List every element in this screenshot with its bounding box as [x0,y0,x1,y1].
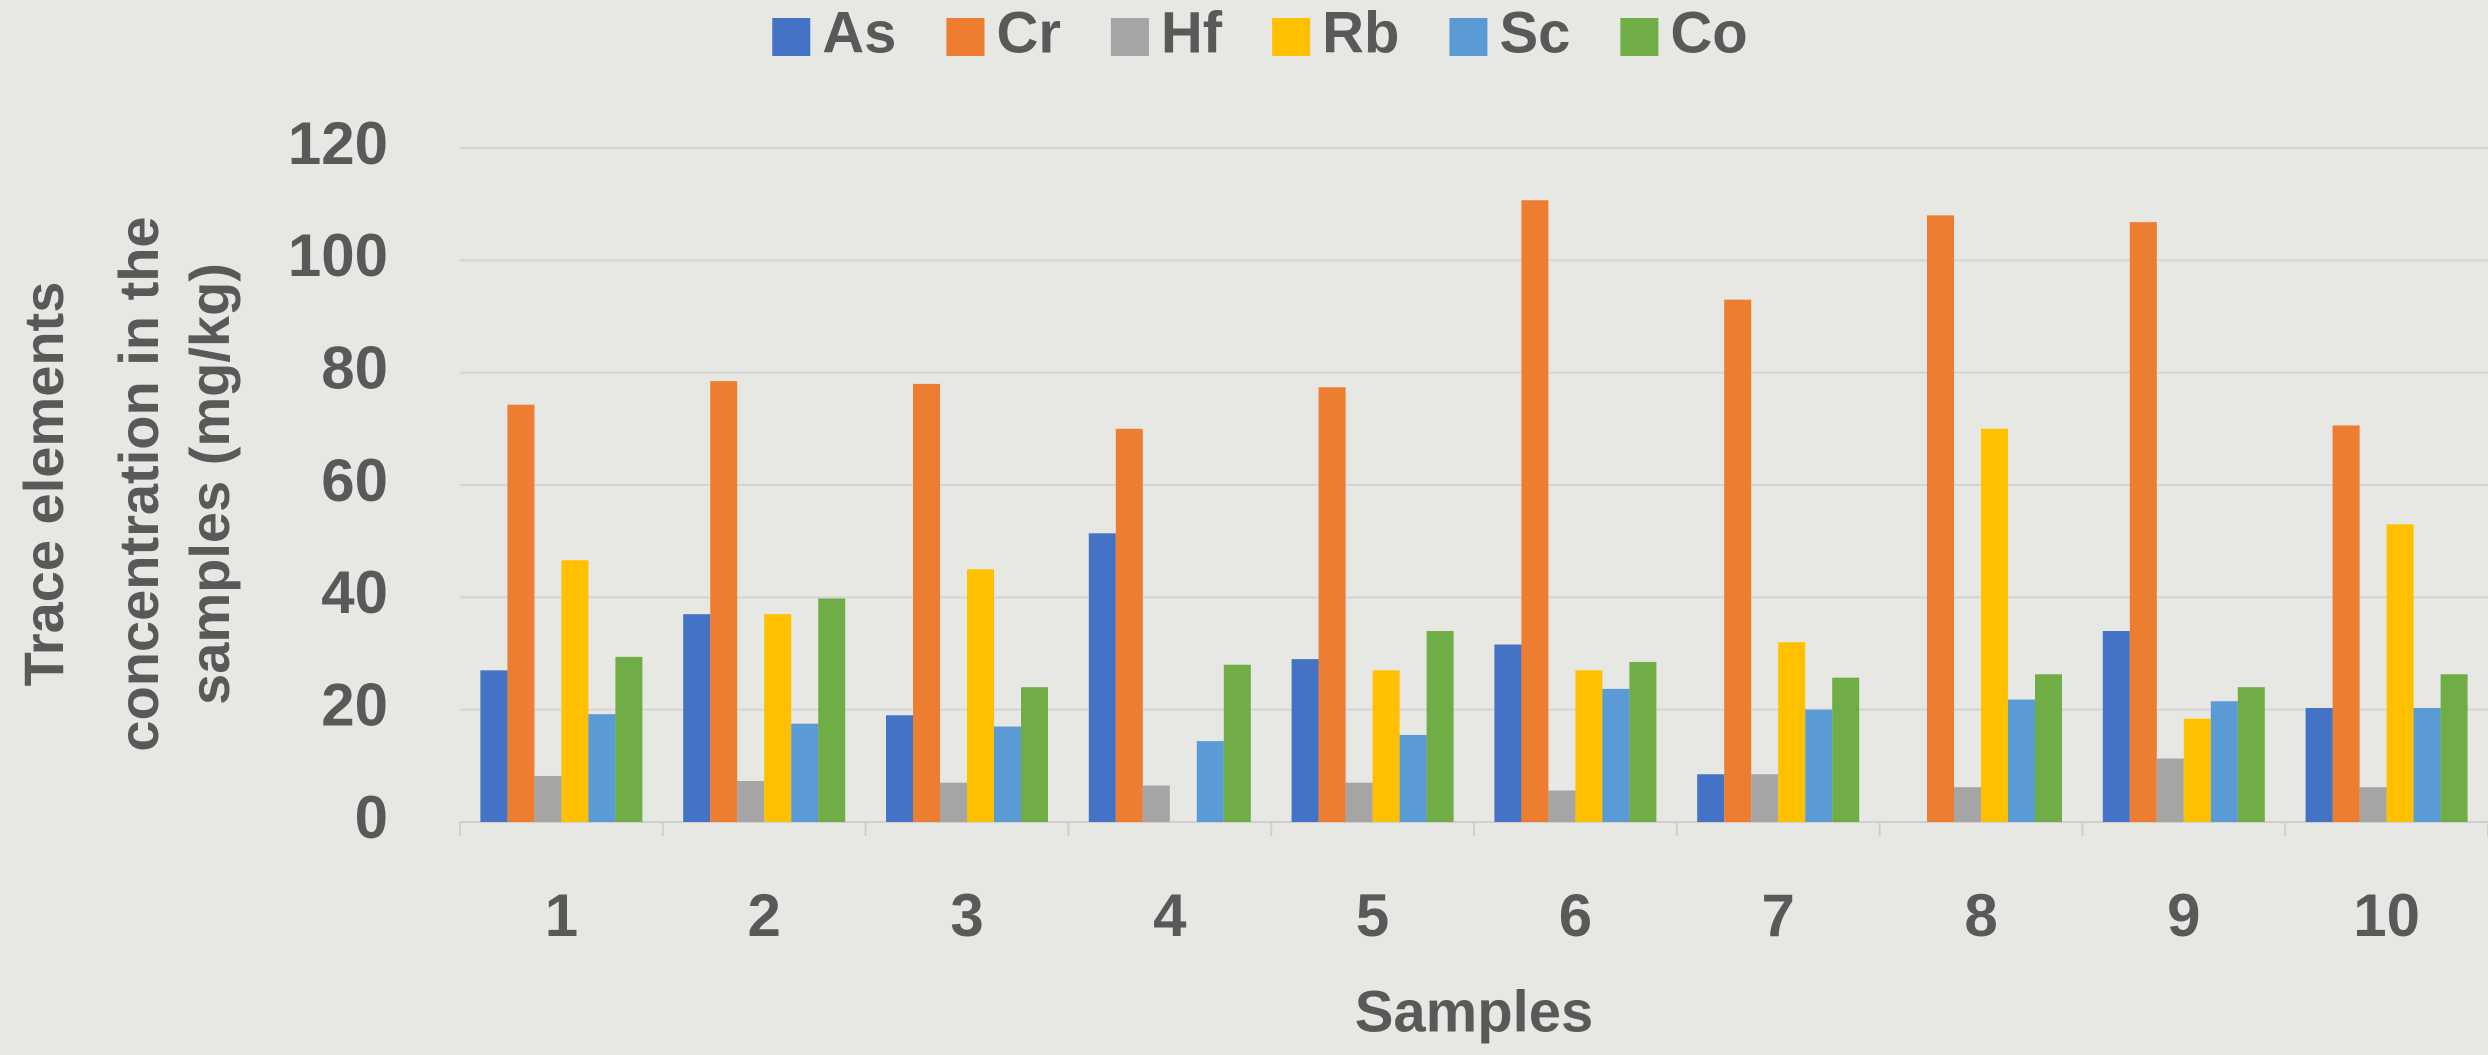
legend-swatch [1449,18,1487,56]
bar [1292,659,1319,822]
bar [1751,774,1778,822]
bar [967,569,994,822]
legend-label: Co [1670,0,1747,65]
chart: Trace elements concentration in the samp… [0,0,2488,1055]
bar [1143,785,1170,822]
bar [2333,425,2360,822]
bar [1805,710,1832,822]
bar [2360,787,2387,822]
bar [1089,533,1116,822]
y-tick-label: 80 [321,335,388,402]
bar [2414,708,2441,822]
bar [1224,665,1251,822]
y-tick-label: 40 [321,559,388,626]
bar [1832,678,1859,822]
bar [507,405,534,822]
bar [913,384,940,822]
bar [1778,642,1805,822]
bar [2238,687,2265,822]
x-tick-label: 7 [1762,882,1795,949]
y-tick-label: 0 [355,784,388,851]
bar [2441,674,2468,822]
bar [818,598,845,822]
legend-label: As [822,0,896,65]
x-tick-label: 10 [2353,882,2420,949]
bar [561,560,588,822]
y-tick-label: 20 [321,672,388,739]
bar [1319,387,1346,822]
x-tick-label: 2 [748,882,781,949]
bar [1427,631,1454,822]
x-tick-label: 3 [950,882,983,949]
bar [1927,215,1954,822]
bar [1494,645,1521,822]
x-tick-label: 6 [1559,882,1592,949]
bar [2035,674,2062,822]
bar [994,727,1021,822]
legend-swatch [772,18,810,56]
x-tick-label: 5 [1356,882,1389,949]
y-tick-label: 60 [321,447,388,514]
bar [1954,787,1981,822]
x-tick-label: 1 [545,882,578,949]
legend-swatch [1111,18,1149,56]
legend-label: Cr [996,0,1060,65]
bar [2008,700,2035,822]
bar [683,614,710,822]
bar [1575,670,1602,822]
bar [1373,670,1400,822]
legend-label: Hf [1161,0,1223,65]
legend-label: Sc [1499,0,1570,65]
legend-swatch [946,18,984,56]
bar [1021,687,1048,822]
bar [1116,429,1143,822]
legend-swatch [1272,18,1310,56]
bar [764,614,791,822]
bar [2184,719,2211,822]
bar [1697,774,1724,822]
legend-label: Rb [1322,0,1399,65]
bar [2306,708,2333,822]
x-tick-label: 4 [1153,882,1187,949]
bar [615,657,642,822]
bar [588,714,615,822]
bar [1346,783,1373,822]
legend-swatch [1620,18,1658,56]
bar [1548,791,1575,822]
bar [1602,689,1629,822]
bar [480,670,507,822]
bar [710,381,737,822]
y-axis-title: Trace elements [12,282,75,687]
bar [886,715,913,822]
y-axis-title: concentration in the [107,216,170,751]
bar [534,776,561,822]
bar [1629,662,1656,822]
y-tick-label: 120 [288,110,388,177]
y-axis-title: samples (mg/kg) [178,263,241,705]
bar [2157,759,2184,822]
bar [2130,222,2157,822]
x-tick-label: 8 [1964,882,1997,949]
bar [1981,429,2008,822]
bar [1724,300,1751,822]
y-tick-label: 100 [288,222,388,289]
bar [791,724,818,822]
bar [737,781,764,822]
bar [1197,741,1224,822]
x-axis-title: Samples [1355,979,1594,1044]
bar [2211,701,2238,822]
bar [2103,631,2130,822]
bar [2387,524,2414,822]
bar [940,783,967,822]
bar [1400,735,1427,822]
x-tick-label: 9 [2167,882,2200,949]
bar [1521,200,1548,822]
